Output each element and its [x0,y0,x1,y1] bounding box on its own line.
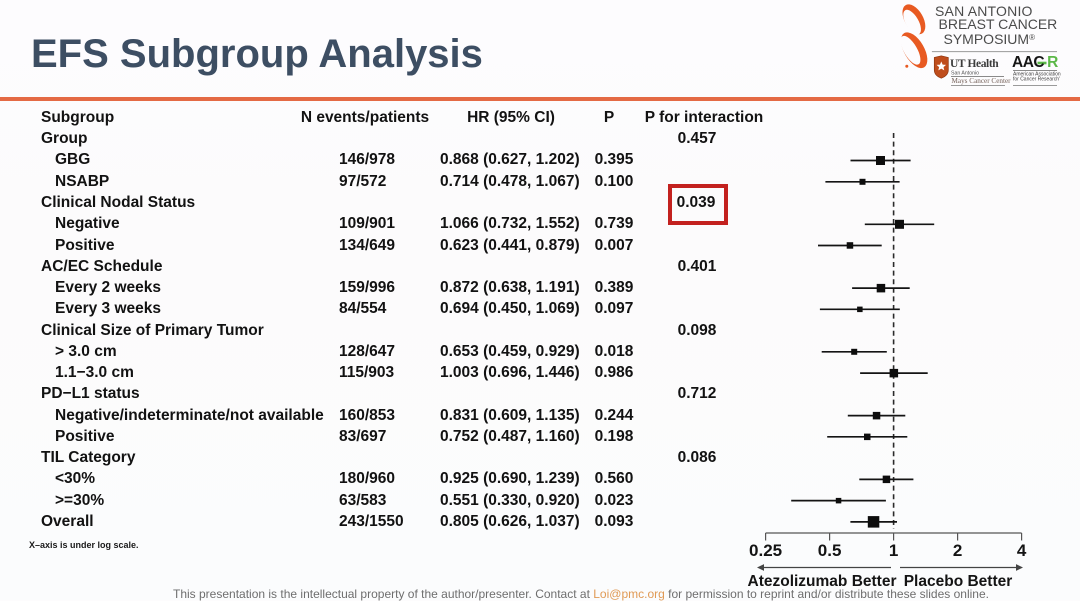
svg-text:0.25: 0.25 [749,541,782,560]
svg-text:0.5: 0.5 [818,541,842,560]
svg-text:4: 4 [1017,541,1027,560]
svg-text:Atezolizumab Better: Atezolizumab Better [748,573,897,590]
svg-text:Placebo Better: Placebo Better [904,573,1013,590]
svg-text:1: 1 [889,541,898,560]
svg-text:2: 2 [953,541,962,560]
